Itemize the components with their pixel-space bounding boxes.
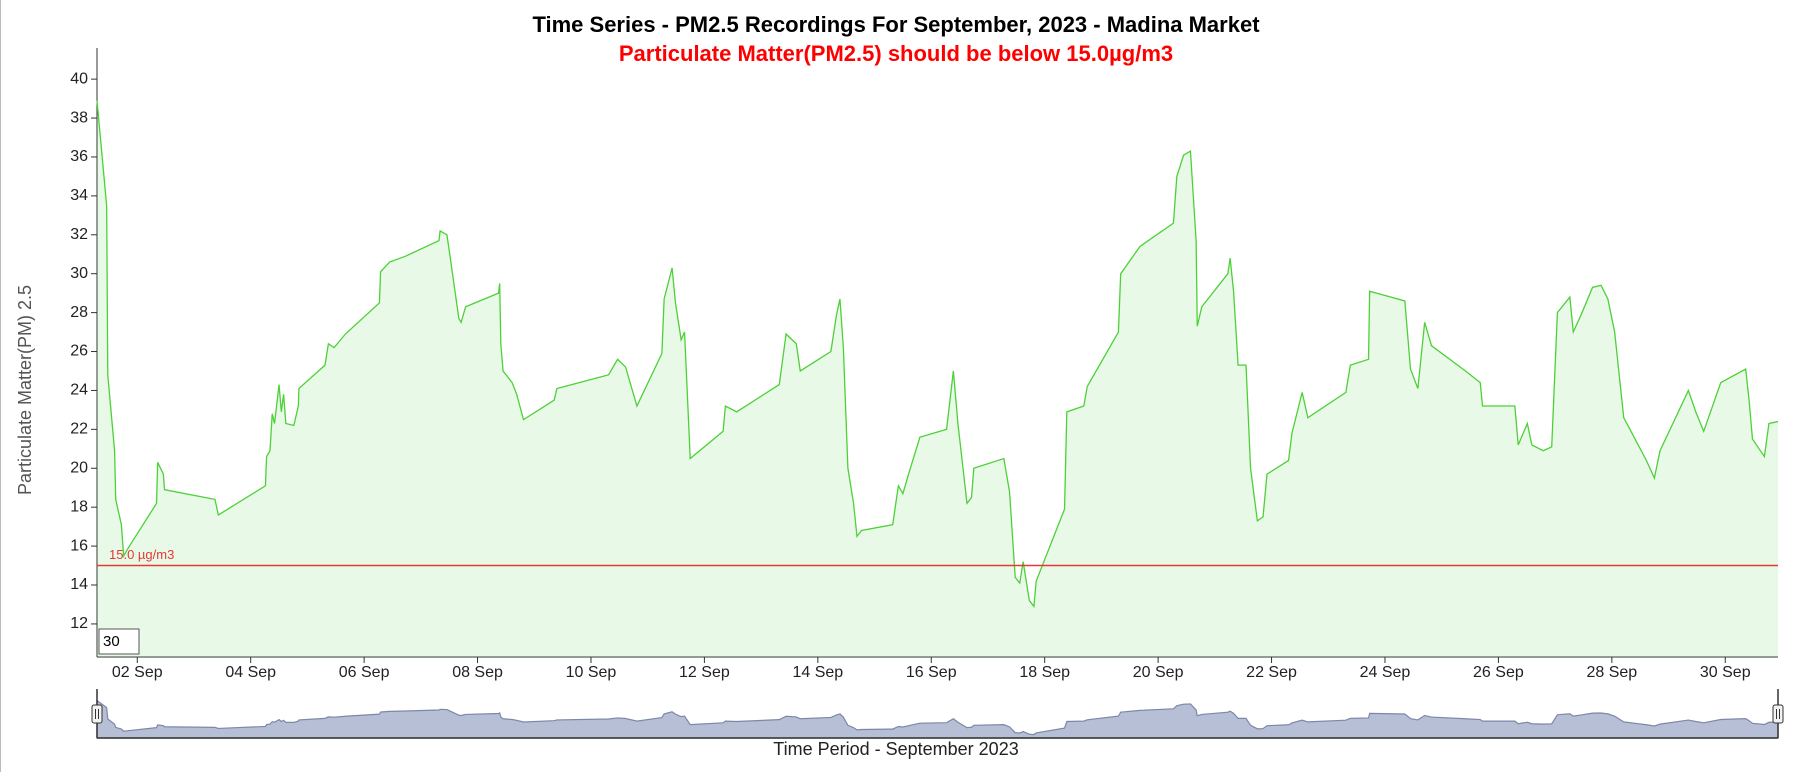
y-tick-label: 26 [70,343,88,360]
chart-subtitle: Particulate Matter(PM2.5) should be belo… [619,41,1173,66]
navigator-handle[interactable] [91,704,103,724]
x-tick-label: 22 Sep [1246,664,1297,681]
chart-title: Time Series - PM2.5 Recordings For Septe… [532,12,1260,37]
y-tick-label: 36 [70,148,88,165]
y-axis-label: Particulate Matter(PM) 2.5 [15,285,35,495]
x-tick-label: 26 Sep [1473,664,1524,681]
y-tick-label: 24 [70,382,88,399]
x-tick-label: 14 Sep [792,664,843,681]
y-tick-label: 14 [70,576,88,593]
x-tick-label: 12 Sep [679,664,730,681]
threshold-label: 15.0 µg/m3 [109,547,174,562]
x-tick-label: 28 Sep [1586,664,1637,681]
y-tick-label: 38 [70,109,88,126]
navigator-handle[interactable] [1772,704,1784,724]
y-tick-label: 32 [70,226,88,243]
y-tick-label: 20 [70,459,88,476]
range-box [98,628,140,655]
y-tick-label: 16 [70,537,88,554]
line [96,100,1779,609]
y-tick-label: 22 [70,421,88,438]
area-fill [97,100,1778,657]
range-box-value: 30 [103,633,120,650]
x-axis-label: Time Period - September 2023 [773,739,1018,759]
x-tick-label: 08 Sep [452,664,503,681]
x-tick-label: 10 Sep [566,664,617,681]
x-tick-label: 02 Sep [112,664,163,681]
x-tick-label: 06 Sep [339,664,390,681]
y-tick-label: 12 [70,615,88,632]
y-tick-label: 34 [70,187,88,204]
x-tick-label: 24 Sep [1360,664,1411,681]
x-tick-label: 30 Sep [1700,664,1751,681]
y-tick-label: 28 [70,304,88,321]
y-tick-label: 40 [70,70,88,87]
x-tick-label: 04 Sep [225,664,276,681]
x-tick-label: 18 Sep [1019,664,1070,681]
x-tick-label: 16 Sep [906,664,957,681]
navigator-area [96,699,1779,739]
x-tick-label: 20 Sep [1133,664,1184,681]
y-tick-label: 18 [70,498,88,515]
y-tick-label: 30 [70,265,88,282]
